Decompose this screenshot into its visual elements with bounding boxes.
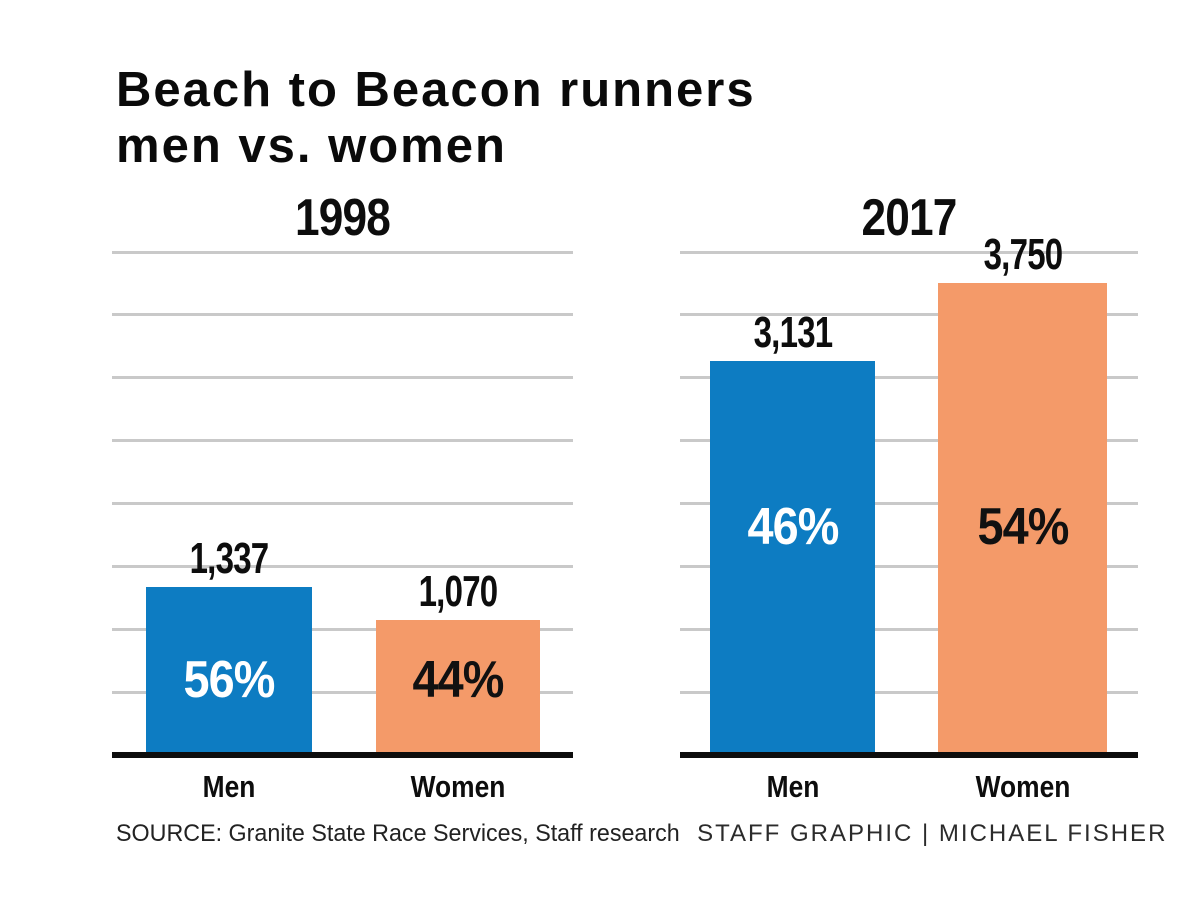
panel-title-2017: 2017	[861, 189, 958, 247]
gridline-1000	[112, 627, 573, 631]
plot-area-1998: 1,337 56% 1,070 44%	[112, 250, 573, 758]
chart-title-line2: men vs. women	[116, 119, 507, 173]
bar-women-1998	[376, 620, 540, 755]
panel-title-1998: 1998	[295, 189, 391, 247]
credit-note: STAFF GRAPHIC | MICHAEL FISHER	[697, 820, 1168, 847]
chart-title: Beach to Beacon runners men vs. women	[116, 62, 756, 174]
gridline-2000	[680, 502, 1138, 505]
gridline-1000	[680, 627, 1138, 631]
gridline-3000	[680, 376, 1138, 380]
gridline-3500	[680, 313, 1138, 317]
bar-value-label: 3,131	[753, 308, 833, 358]
gridline-500	[680, 690, 1138, 694]
bar-value-label: 3,750	[983, 230, 1063, 280]
plot-area-2017: 3,131 46% 3,750 54%	[680, 232, 1138, 758]
footer: SOURCE: Granite State Race Services, Sta…	[116, 820, 1165, 848]
bar-pct-label: 46%	[747, 498, 839, 556]
chart-panel-1998: 1998 1,337 56% 1,070 44% Men Women	[112, 192, 573, 802]
gridline-1500	[680, 564, 1138, 568]
category-label-men: Men	[202, 769, 256, 804]
chart-panel-2017: 2017 3,131 46% 3,750 54% Men Women	[680, 192, 1138, 802]
bar-value-label: 1,070	[418, 567, 499, 617]
gridline-500	[112, 690, 573, 694]
gridline-3000	[112, 376, 573, 380]
axis-baseline	[680, 752, 1138, 758]
bar-pct-label: 54%	[977, 498, 1069, 556]
axis-baseline	[112, 752, 573, 758]
category-label-women: Women	[410, 769, 506, 804]
bar-pct-label: 56%	[183, 651, 276, 709]
gridline-2000	[112, 502, 573, 505]
gridline-2500	[680, 439, 1138, 443]
bar-women-2017	[938, 283, 1107, 755]
gridline-3500	[112, 313, 573, 317]
gridline-4000	[112, 250, 573, 254]
gridline-4000	[680, 250, 1138, 254]
gridline-1500	[112, 564, 573, 568]
source-note: SOURCE: Granite State Race Services, Sta…	[116, 820, 680, 847]
bar-men-1998	[146, 586, 312, 755]
chart-title-line1: Beach to Beacon runners	[116, 63, 756, 117]
category-label-women: Women	[975, 769, 1070, 804]
bar-men-2017	[710, 361, 875, 755]
bar-value-label: 1,337	[189, 533, 270, 583]
category-label-men: Men	[766, 769, 819, 804]
bar-pct-label: 44%	[412, 651, 505, 709]
gridline-2500	[112, 439, 573, 443]
